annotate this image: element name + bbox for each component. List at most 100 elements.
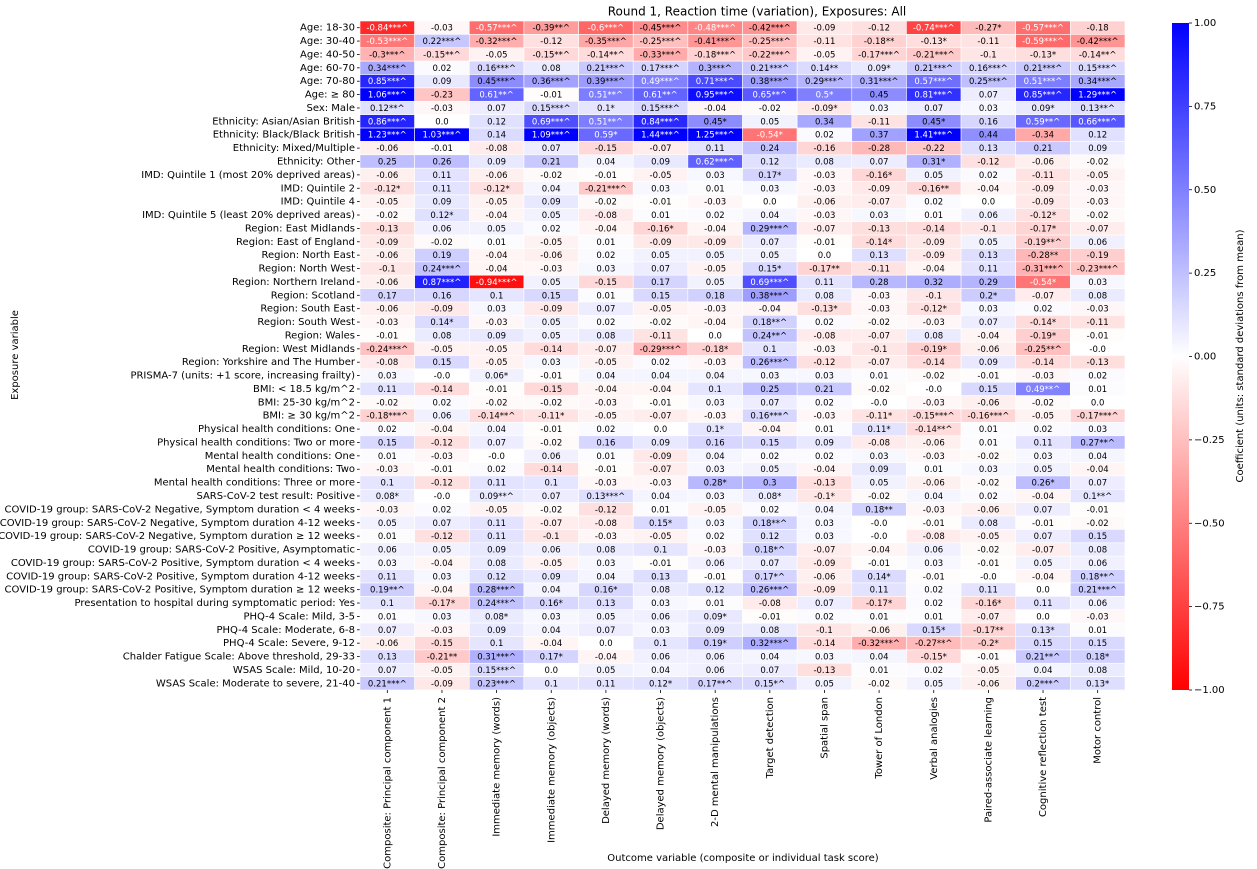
cell-label: -0.15 (595, 144, 617, 154)
cell-label: 0.12 (487, 117, 506, 127)
cell-label: -0.01 (595, 465, 617, 475)
cell-label: 0.14* (868, 572, 891, 582)
cell-label: -0.21***^ (913, 50, 955, 60)
cell-label: -0.14 (540, 465, 562, 475)
cell-label: -0.6***^ (588, 24, 624, 34)
cell-label: 0.26 (432, 157, 451, 167)
cell-label: -0.14**^ (478, 412, 516, 422)
cell-label: 0.21***^ (914, 64, 953, 74)
cell-label: 0.13 (979, 144, 998, 154)
cell-label: -0.02 (376, 398, 398, 408)
cell-label: 0.51**^ (589, 117, 624, 127)
cell-label: 0.08* (758, 492, 781, 502)
cell-label: 0.01 (870, 372, 889, 382)
cell-label: 0.11 (706, 144, 725, 154)
cell-label: 0.38***^ (750, 291, 789, 301)
cell-label: 0.01 (979, 438, 998, 448)
cell-label: 0.37 (870, 131, 889, 141)
cell-label: 0.1 (763, 345, 777, 355)
cell-label: 0.1 (490, 291, 504, 301)
cell-label: -0.05 (486, 505, 508, 515)
cell-label: 0.03 (432, 572, 451, 582)
colorbar-tick-label: −1.00 (1194, 685, 1225, 696)
cell-label: -0.06 (376, 144, 398, 154)
cell-label: -0.09 (868, 184, 890, 194)
cell-label: -0.07 (868, 358, 890, 368)
cell-label: 0.45***^ (477, 77, 516, 87)
y-tick-label: WSAS Scale: Moderate to severe, 21-40 (156, 678, 355, 689)
cell-label: -0.03 (868, 305, 890, 315)
cell-label: 0.06 (432, 224, 451, 234)
cell-label: 1.03***^ (423, 131, 462, 141)
y-tick-label: Region: East of England (236, 237, 355, 248)
cell-label: 0.02 (979, 492, 998, 502)
cell-label: 0.07 (760, 559, 779, 569)
cell-label: 0.17*^ (755, 572, 785, 582)
cell-label: -0.08 (595, 211, 617, 221)
cell-label: -0.11* (866, 412, 892, 422)
cell-label: -0.05 (595, 412, 617, 422)
cell-label: -0.11 (868, 117, 890, 127)
cell-label: 0.01 (870, 666, 889, 676)
y-tick-label: Age: 60-70 (300, 63, 355, 74)
cell-label: -0.09 (431, 679, 453, 689)
cell-label: 0.05 (1034, 465, 1053, 475)
cell-label: 1.29***^ (1078, 91, 1117, 101)
cell-label: 0.09 (542, 572, 561, 582)
cell-label: -0.02 (595, 198, 617, 208)
cell-label: 0.07 (815, 599, 834, 609)
chart-title: Round 1, Reaction time (variation), Expo… (608, 5, 907, 19)
cell-label: -0.09* (811, 104, 837, 114)
cell-label: 0.19* (704, 639, 727, 649)
cell-label: 0.0 (544, 666, 558, 676)
cell-label: -0.54* (757, 131, 783, 141)
cell-label: 0.02 (542, 224, 561, 234)
cell-label: -0.09 (813, 586, 835, 596)
cell-label: -0.41***^ (694, 37, 736, 47)
cell-label: 0.0 (763, 198, 777, 208)
cell-label: -0.23 (431, 91, 453, 101)
cell-label: -0.18 (1087, 24, 1109, 34)
cell-label: -0.07 (595, 345, 617, 355)
cell-label: -0.06 (376, 278, 398, 288)
cell-label: 0.04 (870, 653, 889, 663)
y-tick-label: COVID-19 group: SARS-CoV-2 Positive, Sym… (5, 585, 355, 596)
cell-label: 0.02 (815, 318, 834, 328)
cell-label: 0.01 (378, 612, 397, 622)
cell-label: -0.35***^ (585, 37, 627, 47)
cell-label: -0.05 (595, 358, 617, 368)
cell-label: 0.03 (542, 358, 561, 368)
cell-label: 0.07 (760, 398, 779, 408)
cell-label: 0.2***^ (1026, 679, 1059, 689)
cell-label: -0.01 (486, 385, 508, 395)
cell-label: -0.03 (813, 171, 835, 181)
cell-label: 0.01 (596, 291, 615, 301)
cell-label: -0.27* (975, 24, 1001, 34)
y-tick-label: BMI: 25-30 kg/m^2 (258, 397, 355, 408)
cell-label: 0.24**^ (753, 331, 788, 341)
cell-label: 0.32 (924, 278, 943, 288)
cell-label: 0.25 (378, 157, 397, 167)
x-tick-label: Delayed memory (words) (601, 697, 612, 824)
cell-label: -0.04 (1032, 492, 1054, 502)
cell-label: 0.23***^ (477, 679, 516, 689)
cell-label: 0.04 (706, 452, 725, 462)
cell-label: 0.02 (815, 398, 834, 408)
cell-label: -0.02 (1087, 519, 1109, 529)
y-tick-label: Region: Scotland (271, 290, 355, 301)
cell-label: 0.03 (651, 626, 670, 636)
y-tick-label: Age: 40-50 (300, 49, 355, 60)
cell-label: -0.09 (431, 305, 453, 315)
cell-label: 0.15*^ (755, 679, 785, 689)
cell-label: -0.28** (1028, 251, 1059, 261)
cell-label: -0.01 (1087, 331, 1109, 341)
cell-label: -0.03 (704, 412, 726, 422)
cell-label: -0.05 (977, 666, 999, 676)
cell-label: 0.15 (760, 438, 779, 448)
cell-label: 0.02 (924, 666, 943, 676)
cell-label: 0.07 (1088, 479, 1107, 489)
cell-label: -0.03 (486, 318, 508, 328)
cell-label: 0.08 (596, 331, 615, 341)
cell-label: 0.08 (1088, 291, 1107, 301)
